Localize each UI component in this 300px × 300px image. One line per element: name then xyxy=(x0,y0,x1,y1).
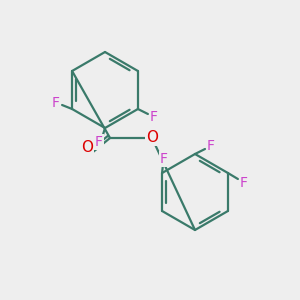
Text: F: F xyxy=(150,110,158,124)
Text: F: F xyxy=(207,139,215,153)
Text: O: O xyxy=(146,130,158,146)
Text: O: O xyxy=(81,140,93,155)
Text: F: F xyxy=(52,96,60,110)
Text: F: F xyxy=(240,176,248,190)
Text: F: F xyxy=(160,152,168,166)
Text: F: F xyxy=(95,135,103,149)
